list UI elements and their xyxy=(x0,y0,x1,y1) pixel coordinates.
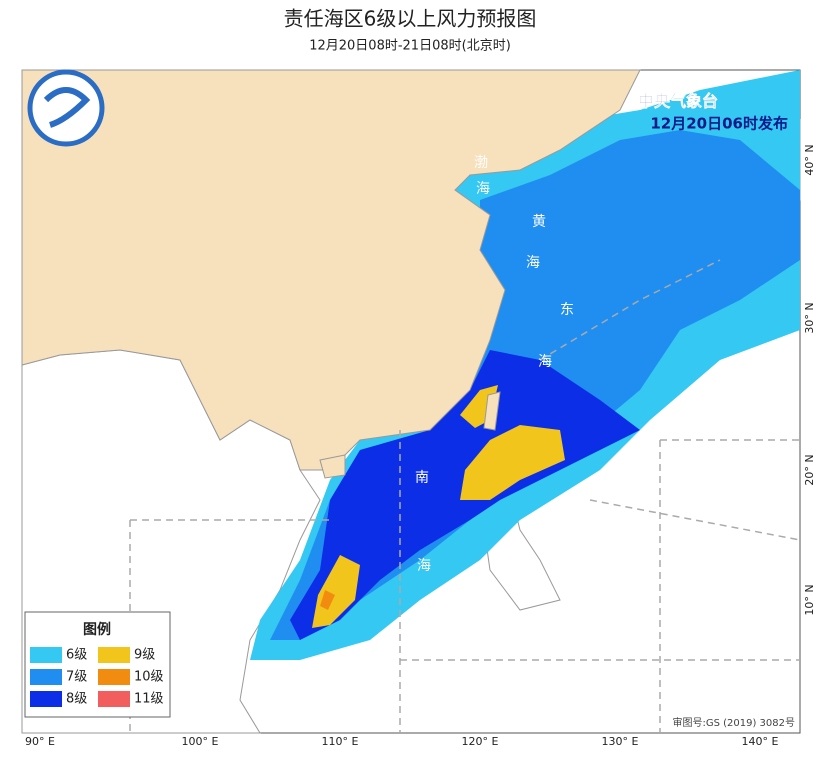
sea-label: 海 xyxy=(476,181,490,197)
sea-label: 黄 xyxy=(532,213,546,230)
lon-label: 110° E xyxy=(322,735,359,748)
legend-swatch xyxy=(98,669,130,685)
wind-10-south xyxy=(320,590,335,610)
lon-label: 120° E xyxy=(462,735,499,748)
lat-label: 30° N xyxy=(803,302,816,333)
issue-time: 12月20日06时发布 xyxy=(650,115,788,133)
sea-label: 海 xyxy=(417,558,431,574)
lon-label: 140° E xyxy=(742,735,779,748)
lat-label: 40° N xyxy=(803,144,816,175)
sea-label: 南 xyxy=(415,470,429,486)
sea-label: 渤 xyxy=(474,155,488,171)
legend-swatch xyxy=(30,647,62,663)
map-title: 责任海区6级以上风力预报图 xyxy=(284,7,537,31)
legend: 图例 6级 7级 8级 9级 10级 11级 xyxy=(24,611,171,718)
china-land xyxy=(21,69,641,471)
wind-9-luzon-strait xyxy=(460,425,565,500)
lon-label: 100° E xyxy=(182,735,219,748)
sea-label: 东 xyxy=(560,302,574,318)
legend-title: 图例 xyxy=(83,621,111,638)
legend-label: 6级 xyxy=(66,648,87,663)
logo xyxy=(27,69,105,147)
legend-swatch xyxy=(30,691,62,707)
taiwan xyxy=(483,391,501,431)
legend-swatch xyxy=(98,647,130,663)
issuer-name: 中央气象台 xyxy=(638,92,718,111)
legend-label: 11级 xyxy=(134,692,164,707)
lon-label: 90° E xyxy=(25,735,55,748)
lon-label: 130° E xyxy=(602,735,639,748)
legend-label: 7级 xyxy=(66,670,87,685)
area-boundaries xyxy=(129,259,801,733)
sea-label: 海 xyxy=(526,255,540,271)
legend-label: 9级 xyxy=(134,648,155,663)
map-subtitle: 12月20日08时-21日08时(北京时) xyxy=(309,39,511,54)
legend-label: 8级 xyxy=(66,692,87,707)
legend-swatch xyxy=(98,691,130,707)
lat-label: 20° N xyxy=(803,454,816,485)
hainan xyxy=(319,454,346,479)
wind-9-south xyxy=(312,555,360,628)
approval-number: 审图号:GS (2019) 3082号 xyxy=(672,716,795,729)
lat-label: 10° N xyxy=(803,584,816,615)
sea-label: 海 xyxy=(538,354,552,370)
legend-swatch xyxy=(30,669,62,685)
legend-label: 10级 xyxy=(134,670,164,685)
